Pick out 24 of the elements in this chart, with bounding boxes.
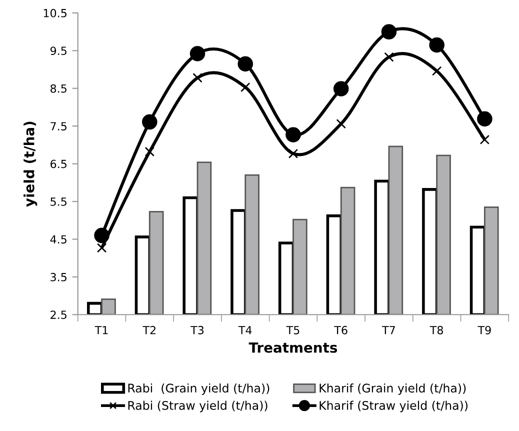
y-tick-label: 7.5 [50, 122, 66, 130]
legend-label: Kharif (Straw yield (t/ha)) [320, 400, 468, 412]
x-tick-label: T8 [430, 326, 443, 334]
x-tick-label: T9 [478, 326, 491, 334]
legend-label: Rabi (Straw yield (t/ha)) [128, 400, 268, 412]
y-tick-label: 8.5 [50, 84, 66, 93]
x-tick-label: T7 [382, 326, 395, 334]
y-tick-label: 9.5 [50, 46, 66, 56]
y-tick-label: 2.5 [50, 310, 66, 320]
x-tick-label: T2 [142, 326, 156, 334]
x-tick-label: T3 [190, 326, 204, 334]
y-tick-label: 6.5 [50, 160, 66, 168]
x-tick-label: T5 [286, 326, 300, 334]
y-tick-label: 3.5 [50, 272, 66, 282]
y-tick-label: 4.5 [50, 235, 66, 244]
y-tick-label: 5.5 [50, 198, 66, 206]
x-tick-label: T1 [94, 326, 108, 334]
x-tick-label: T6 [334, 326, 348, 334]
y-tick-label: 10.5 [44, 8, 66, 18]
y-axis-title: yield (t/ha) [24, 122, 38, 207]
legend-label: Rabi (Grain yield (t/ha)) [128, 383, 270, 395]
x-tick-label: T4 [238, 326, 252, 334]
x-axis-title: Treatments [248, 342, 338, 353]
legend-label: Kharif (Grain yield (t/ha)) [320, 383, 466, 395]
